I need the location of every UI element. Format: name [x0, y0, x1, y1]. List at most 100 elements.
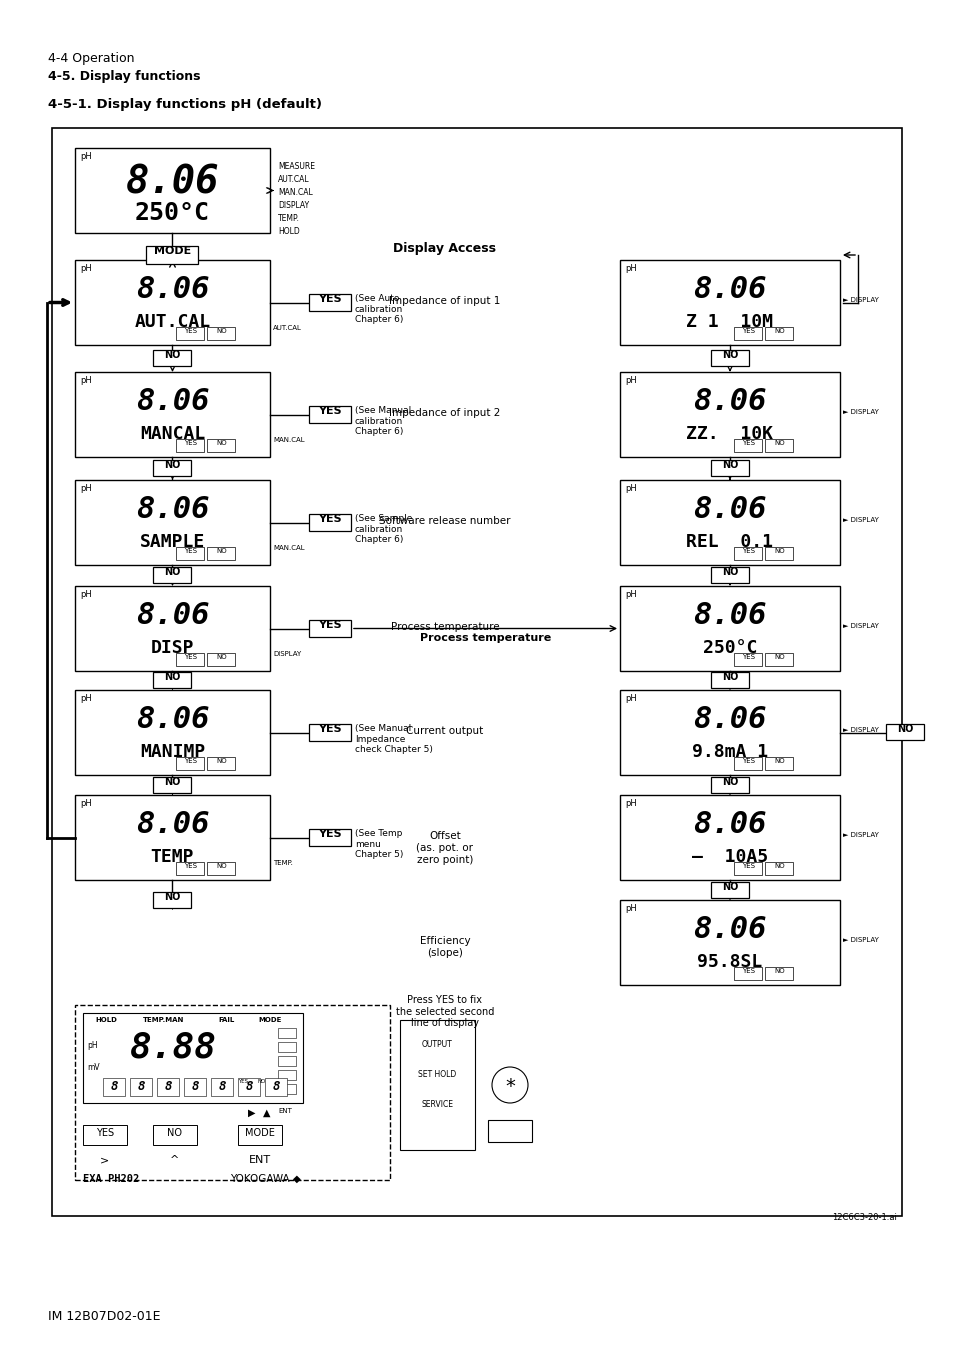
Text: TEMP.MAN: TEMP.MAN	[143, 1017, 184, 1023]
Text: TEMP.: TEMP.	[273, 860, 293, 865]
Text: YES: YES	[318, 406, 341, 416]
Text: EXA PH202: EXA PH202	[83, 1174, 139, 1184]
Text: Software release number: Software release number	[379, 517, 510, 526]
Bar	[75, 1004, 390, 1180]
Bar	[734, 439, 761, 452]
Text: pH: pH	[80, 590, 91, 599]
Bar	[764, 757, 793, 769]
Bar	[764, 439, 793, 452]
Text: ▶: ▶	[248, 1108, 255, 1118]
Text: mV: mV	[87, 1062, 99, 1072]
Text: MEASURE: MEASURE	[277, 162, 314, 171]
Text: NO: NO	[773, 968, 784, 973]
Text: 8.06: 8.06	[135, 601, 209, 630]
Text: NO: NO	[216, 653, 227, 660]
Text: pH: pH	[80, 153, 91, 161]
Text: Z 1  10M: Z 1 10M	[686, 313, 773, 331]
Bar	[764, 547, 793, 560]
Text: YES: YES	[184, 757, 196, 764]
Bar	[75, 148, 270, 234]
Text: DISP: DISP	[151, 639, 194, 656]
Text: Impedance of input 1: Impedance of input 1	[389, 297, 500, 306]
Text: (See Sample
calibration
Chapter 6): (See Sample calibration Chapter 6)	[355, 514, 412, 544]
Bar	[153, 567, 192, 583]
Text: YES: YES	[741, 757, 754, 764]
Bar	[265, 1079, 287, 1096]
Text: (See Manual
calibration
Chapter 6): (See Manual calibration Chapter 6)	[355, 406, 411, 436]
Text: YES: YES	[237, 1079, 248, 1084]
Text: ► DISPLAY: ► DISPLAY	[842, 937, 878, 944]
Text: ► DISPLAY: ► DISPLAY	[842, 297, 878, 304]
Bar	[211, 1079, 233, 1096]
Bar	[619, 261, 840, 346]
Bar	[764, 327, 793, 340]
Text: YES: YES	[741, 328, 754, 333]
Text: ► DISPLAY: ► DISPLAY	[842, 517, 878, 524]
Text: (See Temp
menu
Chapter 5): (See Temp menu Chapter 5)	[355, 829, 403, 860]
Text: pH: pH	[80, 694, 91, 703]
Text: YES: YES	[184, 328, 196, 333]
Bar	[184, 1079, 206, 1096]
Bar	[176, 863, 204, 875]
Text: NO: NO	[257, 1079, 266, 1084]
Text: NO: NO	[164, 778, 180, 787]
Text: pH: pH	[624, 694, 636, 703]
Text: NO: NO	[721, 882, 738, 892]
Bar	[152, 1125, 196, 1145]
Text: NO: NO	[164, 567, 180, 578]
Bar	[207, 863, 235, 875]
Text: NO: NO	[896, 725, 912, 734]
Text: YES: YES	[318, 829, 341, 838]
Text: YES: YES	[741, 863, 754, 869]
Text: pH: pH	[80, 265, 91, 273]
Text: MANIMP: MANIMP	[140, 743, 205, 760]
Text: 8.06: 8.06	[693, 915, 766, 944]
Bar	[277, 1071, 295, 1080]
Bar	[488, 1120, 532, 1142]
Bar	[734, 547, 761, 560]
Bar	[309, 406, 351, 423]
Bar	[710, 567, 748, 583]
Text: HOLD: HOLD	[277, 227, 299, 236]
Text: NO: NO	[216, 863, 227, 869]
Text: NO: NO	[773, 653, 784, 660]
Text: NO: NO	[164, 672, 180, 683]
Text: 9.8mA 1: 9.8mA 1	[691, 743, 767, 760]
Text: NO: NO	[721, 567, 738, 578]
Bar	[153, 460, 192, 477]
Text: MODE: MODE	[245, 1129, 274, 1138]
Text: NO: NO	[773, 328, 784, 333]
Text: 4-5-1. Display functions pH (default): 4-5-1. Display functions pH (default)	[48, 99, 322, 111]
Text: ► DISPLAY: ► DISPLAY	[842, 833, 878, 838]
Text: YES: YES	[741, 440, 754, 446]
Text: REL  0.1: REL 0.1	[686, 533, 773, 551]
Text: pH: pH	[80, 799, 91, 809]
Bar	[153, 778, 192, 792]
Bar	[207, 757, 235, 769]
Text: OUTPUT: OUTPUT	[421, 1040, 453, 1049]
Text: ENT: ENT	[249, 1156, 271, 1165]
Text: NO: NO	[773, 863, 784, 869]
Text: pH: pH	[624, 590, 636, 599]
Text: Offset
(as. pot. or
zero point): Offset (as. pot. or zero point)	[416, 832, 473, 865]
Text: NO: NO	[773, 757, 784, 764]
Text: 8.06: 8.06	[693, 810, 766, 840]
Text: 8.06: 8.06	[135, 387, 209, 416]
Text: YES: YES	[96, 1129, 114, 1138]
Bar	[619, 900, 840, 986]
Text: (See Manual
Impedance
check Chapter 5): (See Manual Impedance check Chapter 5)	[355, 725, 433, 755]
Text: pH: pH	[624, 377, 636, 385]
Bar	[176, 547, 204, 560]
Text: Current output: Current output	[406, 726, 483, 737]
Text: YES: YES	[318, 294, 341, 304]
Text: 8.06: 8.06	[693, 387, 766, 416]
Text: NO: NO	[168, 1129, 182, 1138]
Bar	[75, 373, 270, 458]
Text: Efficiency
(slope): Efficiency (slope)	[419, 937, 470, 958]
Bar	[619, 373, 840, 458]
Text: DISPLAY: DISPLAY	[273, 651, 301, 657]
Bar	[130, 1079, 152, 1096]
Text: YES: YES	[184, 863, 196, 869]
Bar	[176, 653, 204, 666]
Bar	[764, 653, 793, 666]
